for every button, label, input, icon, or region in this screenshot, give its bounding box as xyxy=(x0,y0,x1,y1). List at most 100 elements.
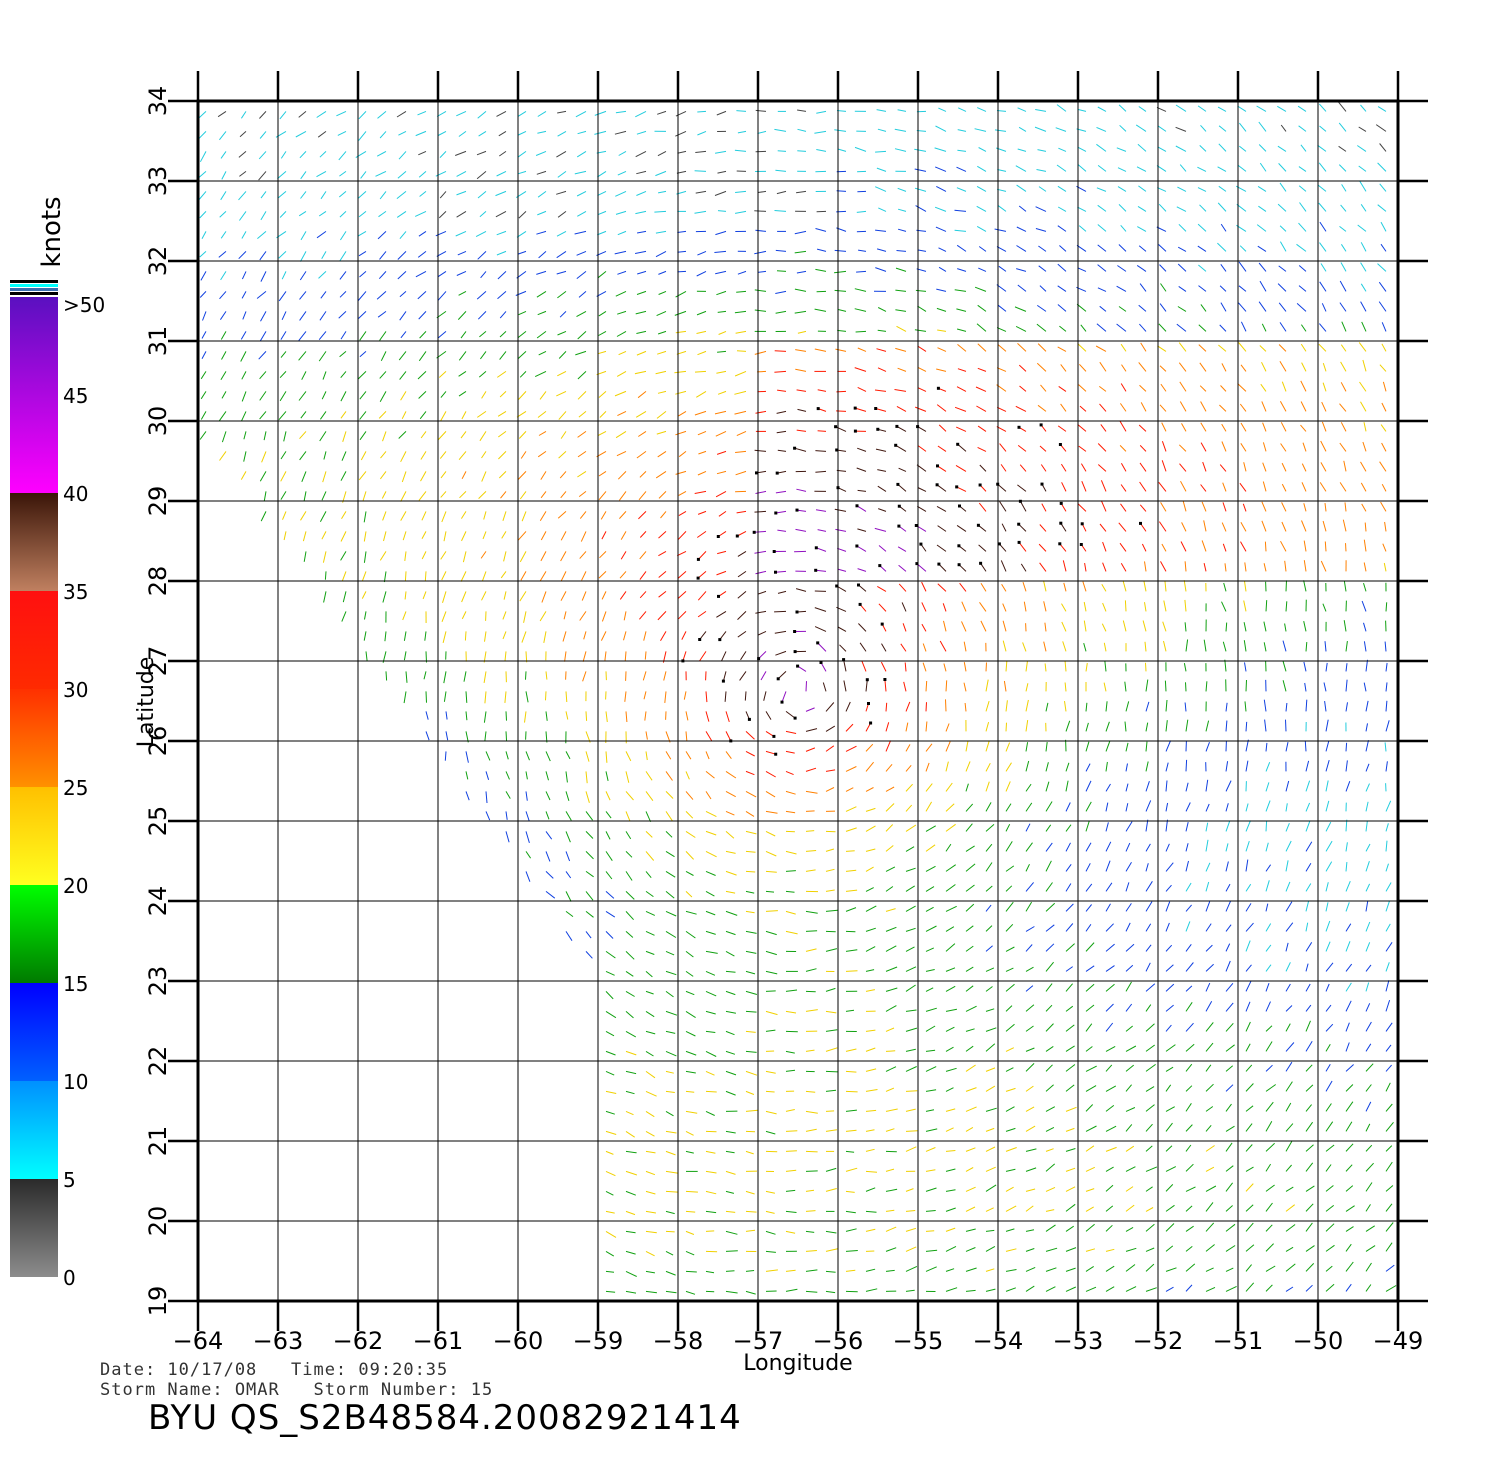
rain-flag xyxy=(937,562,941,566)
wind-vector xyxy=(897,367,907,372)
wind-vector xyxy=(785,710,796,719)
wind-vector xyxy=(835,528,847,532)
wind-vector xyxy=(1243,600,1247,612)
wind-vector xyxy=(517,331,527,339)
wind-vector xyxy=(259,251,267,261)
wind-vector xyxy=(925,1187,937,1192)
wind-vector xyxy=(442,631,447,644)
wind-vector xyxy=(1005,700,1008,712)
wind-vector xyxy=(876,167,887,172)
y-tick-label: 19 xyxy=(144,1286,172,1317)
wind-vector xyxy=(805,968,817,972)
wind-vector xyxy=(463,671,467,682)
wind-vector xyxy=(1265,983,1270,992)
wind-vector xyxy=(505,731,508,742)
wind-vector xyxy=(636,450,647,459)
wind-vector xyxy=(1145,761,1149,772)
wind-vector xyxy=(1137,205,1147,212)
wind-vector xyxy=(1085,1104,1094,1112)
wind-vector xyxy=(1185,1022,1194,1032)
wind-vector xyxy=(378,271,387,280)
wind-vector xyxy=(1298,125,1307,132)
wind-vector xyxy=(985,862,993,872)
wind-vector xyxy=(1185,962,1194,972)
wind-vector xyxy=(936,404,947,412)
wind-vector xyxy=(1278,344,1287,352)
wind-vector xyxy=(404,551,407,561)
wind-vector xyxy=(1325,1164,1332,1172)
wind-vector xyxy=(635,110,647,118)
wind-vector xyxy=(318,351,327,362)
wind-vector xyxy=(625,990,635,997)
rain-flag xyxy=(1017,540,1021,544)
wind-vector xyxy=(1281,381,1287,392)
wind-vector xyxy=(498,451,507,460)
wind-vector xyxy=(625,851,633,858)
wind-vector xyxy=(1265,903,1269,912)
wind-vector xyxy=(615,190,627,197)
wind-vector xyxy=(925,743,933,752)
wind-vector xyxy=(1025,683,1029,692)
wind-vector xyxy=(605,871,613,880)
wind-vector xyxy=(318,331,327,341)
wind-vector xyxy=(859,642,867,652)
wind-vector xyxy=(360,171,367,179)
wind-vector xyxy=(221,431,227,443)
wind-vector xyxy=(936,307,947,312)
wind-vector xyxy=(1385,700,1388,712)
wind-vector xyxy=(638,491,647,501)
wind-vector xyxy=(1205,1185,1217,1192)
wind-vector xyxy=(1065,1267,1076,1272)
wind-vector xyxy=(1165,1223,1175,1232)
wind-vector xyxy=(295,130,307,138)
wind-vector xyxy=(785,890,795,893)
wind-vector xyxy=(1065,1064,1076,1072)
wind-vector xyxy=(1038,245,1047,252)
y-tick-label: 20 xyxy=(144,1206,172,1237)
colorbar-cap xyxy=(10,284,58,287)
wind-vector xyxy=(597,210,607,216)
wind-vector xyxy=(1280,443,1287,452)
wind-vector xyxy=(917,366,927,372)
wind-vector xyxy=(825,889,835,892)
wind-vector xyxy=(675,330,687,334)
wind-vector xyxy=(760,671,767,681)
wind-vector xyxy=(744,691,747,701)
wind-vector xyxy=(795,349,807,352)
wind-vector xyxy=(1145,679,1149,692)
wind-vector xyxy=(605,950,616,959)
wind-vector xyxy=(665,930,677,938)
wind-vector xyxy=(1116,323,1127,332)
wind-vector xyxy=(885,866,896,872)
wind-vector xyxy=(658,190,667,194)
wind-vector xyxy=(238,151,247,158)
wind-vector xyxy=(1201,501,1207,512)
wind-vector xyxy=(1345,862,1348,872)
wind-vector xyxy=(1085,763,1091,772)
wind-vector xyxy=(745,950,757,954)
wind-vector xyxy=(985,1067,996,1072)
wind-vector xyxy=(1001,523,1007,532)
wind-vector xyxy=(705,1190,717,1195)
wind-vector xyxy=(965,761,971,772)
wind-vector xyxy=(1345,1243,1352,1252)
wind-vector xyxy=(675,290,687,298)
wind-vector xyxy=(757,130,767,134)
wind-vector xyxy=(1265,880,1270,892)
wind-vector xyxy=(854,308,867,312)
wind-vector xyxy=(379,251,387,260)
wind-vector xyxy=(985,762,991,772)
wind-vector xyxy=(197,191,207,201)
wind-vector xyxy=(877,329,887,332)
wind-vector xyxy=(881,643,887,652)
wind-vector xyxy=(1281,483,1287,492)
wind-vector xyxy=(1377,162,1387,172)
wind-vector xyxy=(754,289,767,292)
wind-vector xyxy=(1025,1248,1035,1252)
wind-vector xyxy=(685,930,696,939)
wind-vector xyxy=(585,831,594,839)
wind-vector xyxy=(665,831,673,838)
rain-flag xyxy=(757,657,761,661)
wind-vector xyxy=(577,210,587,217)
rain-flag xyxy=(793,716,797,720)
